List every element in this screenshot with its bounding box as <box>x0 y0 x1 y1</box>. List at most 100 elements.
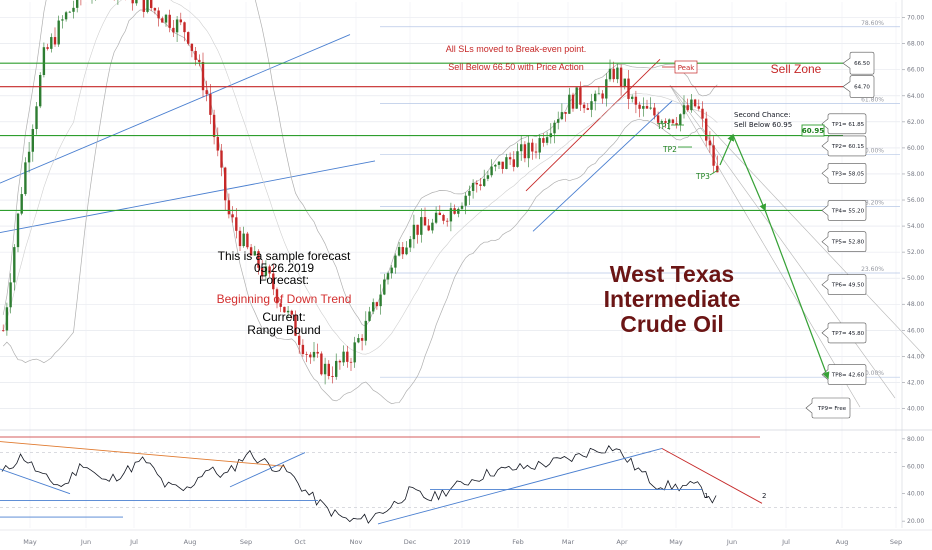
candle-body <box>668 119 671 123</box>
candle-body <box>301 344 305 355</box>
osc-tick-label: 80.00 <box>907 436 924 443</box>
osc-tick-label: 20.00 <box>907 518 924 525</box>
price-tick-label: 62.00 <box>907 119 924 126</box>
price-tick-label: 42.00 <box>907 379 924 386</box>
candle-body <box>20 194 23 214</box>
candle-body <box>16 213 20 248</box>
candle-body <box>557 119 560 123</box>
fan-line <box>669 85 896 399</box>
candle-body <box>153 8 157 11</box>
candle-body <box>471 182 475 191</box>
candle-body <box>261 267 264 276</box>
candle-body <box>187 32 190 44</box>
level-callout-text: 66.50 <box>854 61 870 67</box>
candle-body <box>320 353 323 375</box>
tp2-marker: TP2 <box>662 145 677 154</box>
candlestick-series[interactable] <box>2 0 719 385</box>
current-heading: Current: <box>262 310 305 324</box>
candle-body <box>53 37 57 45</box>
candle-body <box>190 43 194 51</box>
candle-body <box>582 104 586 109</box>
time-tick-label: Feb <box>512 538 524 546</box>
candle-body <box>616 67 619 80</box>
candle-body <box>290 310 293 315</box>
candle-body <box>394 255 397 268</box>
candle-body <box>664 121 667 123</box>
candle-body <box>516 151 519 167</box>
candle-body <box>579 87 582 105</box>
candle-body <box>150 0 153 9</box>
fib-level-label: 50.00% <box>861 147 884 154</box>
candle-body <box>597 93 601 95</box>
take-profit-callout <box>821 322 867 344</box>
time-tick-label: Nov <box>350 538 363 546</box>
candle-body <box>268 266 271 274</box>
candle-body <box>512 159 515 167</box>
take-profit-label: TP7= 45.80 <box>831 331 865 337</box>
level-callout-text: 64.70 <box>854 85 870 91</box>
candle-body <box>701 108 704 119</box>
candle-body <box>142 0 145 12</box>
candle-body <box>449 208 453 222</box>
time-axis[interactable]: May Jun Jul Aug Sep Oct Nov Dec 2019 Feb Mar Apr May… <box>0 529 932 546</box>
candle-body <box>412 224 416 240</box>
candle-body <box>316 351 319 354</box>
take-profit-label: TP3= 58.05 <box>831 171 865 177</box>
candle-body <box>298 335 301 345</box>
candle-body <box>31 129 34 152</box>
price-box-text: 60.95 <box>802 127 824 135</box>
candle-body <box>57 20 60 45</box>
candle-body <box>675 123 678 126</box>
candle-body <box>146 0 149 12</box>
forecast-value: Beginning of Down Trend <box>217 292 352 306</box>
candle-body <box>390 267 393 274</box>
take-profit-callout <box>821 274 867 295</box>
candle-body <box>634 96 638 105</box>
rally-trendline <box>532 100 673 232</box>
candle-body <box>409 239 412 248</box>
candle-body <box>682 105 686 115</box>
candle-body <box>705 118 708 141</box>
candle-body <box>538 138 541 153</box>
sample-forecast-label: This is a sample forecast <box>218 249 351 263</box>
candle-body <box>64 12 68 20</box>
candle-body <box>534 151 538 153</box>
candle-body <box>286 310 290 313</box>
candle-body <box>72 7 75 12</box>
time-tick-label: Dec <box>404 538 417 546</box>
candle-body <box>305 354 308 355</box>
time-tick-label: Sep <box>240 538 252 546</box>
candle-body <box>671 119 675 124</box>
candle-body <box>508 157 512 160</box>
price-axis[interactable]: 40.00 42.00 44.00 46.00 48.00 50.00 52.00 54.00… <box>901 0 924 528</box>
second-chance-value: Sell Below 60.95 <box>734 121 792 129</box>
candle-body <box>501 161 504 169</box>
candle-body <box>423 217 427 226</box>
candle-body <box>416 224 419 235</box>
candle-body <box>279 303 282 307</box>
price-tick-label: 66.00 <box>907 67 924 74</box>
candle-body <box>505 157 508 169</box>
candle-body <box>353 342 356 363</box>
price-tick-label: 40.00 <box>907 405 924 412</box>
oscillator-panel[interactable]: 1 2 20.00 40.00 60.00 80.00 <box>0 429 932 525</box>
candle-body <box>35 106 38 130</box>
time-tick-label: Aug <box>836 538 849 546</box>
candle-body <box>227 200 231 215</box>
price-tick-label: 70.00 <box>907 15 924 22</box>
candle-body <box>619 67 623 87</box>
price-tick-label: 54.00 <box>907 223 924 230</box>
price-box <box>801 124 825 137</box>
fib-level-label: 38.20% <box>861 200 884 207</box>
sell-below-note: Sell Below 66.50 with Price Action <box>448 62 584 72</box>
grid-lines <box>0 2 900 528</box>
take-profit-callout <box>821 163 867 184</box>
candle-body <box>61 19 64 21</box>
candle-body <box>235 217 238 231</box>
take-profit-label: TP1= 61.85 <box>831 122 865 128</box>
candle-body <box>13 247 16 283</box>
fan-line <box>669 85 861 408</box>
candle-body <box>50 37 53 49</box>
forecast-arrow <box>764 209 830 380</box>
